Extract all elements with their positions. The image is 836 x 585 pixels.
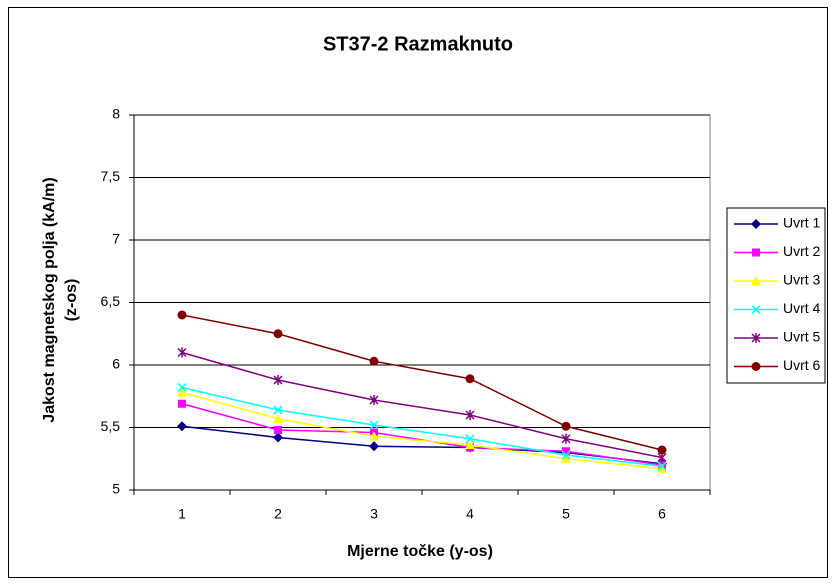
marker — [657, 463, 667, 473]
marker — [369, 356, 379, 366]
marker — [369, 441, 379, 452]
x-tick-label: 5 — [562, 506, 570, 522]
series-line — [181, 386, 663, 467]
y-tick-label: 6,5 — [101, 293, 121, 309]
marker — [273, 432, 283, 443]
series-line — [181, 351, 663, 459]
series-line — [181, 425, 663, 465]
marker — [465, 410, 475, 420]
marker — [562, 447, 570, 456]
marker — [178, 399, 186, 408]
marker — [177, 310, 187, 320]
y-tick-label: 6 — [112, 356, 120, 372]
series-line — [181, 391, 663, 470]
marker — [177, 421, 187, 432]
x-tick-label: 6 — [658, 506, 666, 522]
legend-label: Uvrt 4 — [783, 300, 821, 316]
marker — [561, 421, 571, 431]
marker — [465, 434, 475, 444]
marker — [657, 461, 667, 471]
y-axis-title: Jakost magnetskog polja (kA/m) — [41, 177, 58, 422]
y-tick-label: 5,5 — [101, 418, 121, 434]
marker — [273, 405, 283, 415]
marker — [751, 219, 761, 229]
x-tick-label: 2 — [274, 506, 282, 522]
y-tick-label: 5 — [112, 481, 120, 497]
marker — [752, 248, 760, 257]
marker — [274, 426, 282, 434]
y-tick-label: 7,5 — [101, 168, 121, 184]
legend-label: Uvrt 3 — [783, 272, 821, 288]
marker — [273, 329, 283, 339]
y-axis-title: (z-os) — [63, 279, 80, 322]
legend — [726, 207, 826, 384]
series-line — [181, 314, 663, 451]
legend-label: Uvrt 5 — [783, 329, 821, 345]
y-tick-label: 7 — [112, 231, 120, 247]
marker — [751, 304, 761, 315]
marker — [369, 420, 379, 430]
marker — [465, 440, 475, 449]
marker — [751, 333, 761, 343]
marker — [369, 395, 379, 405]
marker — [369, 431, 379, 441]
x-tick-label: 1 — [178, 506, 186, 522]
marker — [273, 413, 283, 423]
legend-label: Uvrt 2 — [783, 243, 821, 259]
marker — [751, 276, 761, 285]
marker — [177, 382, 187, 393]
marker — [177, 347, 187, 358]
marker — [273, 375, 283, 385]
marker — [177, 387, 187, 397]
marker — [465, 374, 475, 384]
marker — [657, 445, 667, 455]
legend-label: Uvrt 6 — [783, 357, 821, 373]
chart-title: ST37-2 Razmaknuto — [323, 33, 513, 55]
x-tick-label: 3 — [370, 506, 378, 522]
marker — [561, 450, 571, 460]
marker — [561, 433, 571, 444]
x-axis-title: Mjerne točke (y-os) — [347, 543, 493, 560]
x-tick-label: 4 — [466, 506, 474, 522]
y-tick-label: 8 — [112, 106, 120, 122]
marker — [751, 362, 761, 371]
marker — [561, 453, 571, 463]
legend-label: Uvrt 1 — [783, 215, 821, 231]
